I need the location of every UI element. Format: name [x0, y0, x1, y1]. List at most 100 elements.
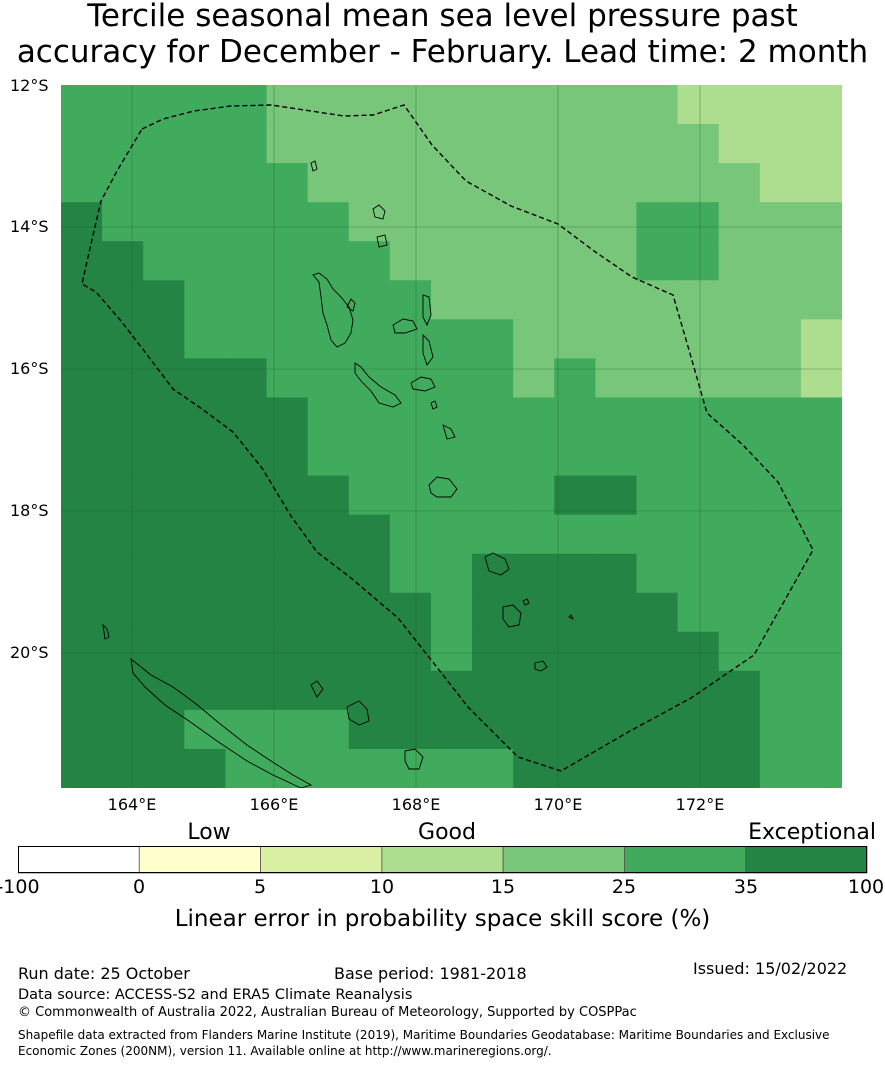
skill-cell: [759, 592, 802, 633]
skill-cell: [554, 358, 596, 399]
skill-cell: [184, 670, 227, 711]
skill-cell: [677, 592, 720, 633]
skill-cell: [636, 748, 679, 788]
skill-cell: [677, 553, 720, 594]
skill-cell: [472, 319, 514, 359]
skill-cell: [759, 280, 802, 320]
banks-islands-outline: [372, 204, 386, 220]
skill-cell: [102, 319, 144, 359]
skill-cell: [184, 514, 227, 555]
skill-map: [61, 85, 842, 788]
skill-cell: [143, 397, 185, 438]
skill-cell: [759, 124, 802, 164]
skill-cell: [307, 124, 350, 164]
skill-cell: [225, 241, 268, 281]
skill-cell: [759, 319, 802, 359]
skill-cell: [595, 241, 638, 281]
aneityum-outline: [534, 660, 548, 672]
skill-cell: [184, 280, 227, 320]
skill-cell: [718, 670, 761, 711]
skill-cell: [348, 163, 391, 203]
skill-cell: [184, 163, 227, 203]
skill-cell: [307, 592, 350, 633]
lat-label-18s: 18°S: [10, 501, 49, 520]
skill-cell: [102, 553, 144, 594]
skill-cell: [677, 748, 720, 788]
skill-cell: [430, 280, 473, 320]
skill-cell: [307, 397, 350, 438]
skill-cell: [102, 514, 144, 555]
skill-cell: [348, 670, 391, 711]
skill-cell: [225, 475, 268, 516]
skill-cell: [225, 397, 268, 438]
skill-cell: [718, 124, 761, 164]
skill-cell: [636, 163, 679, 203]
colorbar-tick: 25: [611, 876, 637, 898]
skill-cell: [800, 436, 842, 477]
skill-cell: [472, 514, 514, 555]
skill-cell: [143, 319, 185, 359]
skill-cell: [677, 475, 720, 516]
skill-cell: [800, 319, 842, 359]
skill-cell: [595, 319, 638, 359]
skill-cell: [677, 631, 720, 672]
skill-cell: [61, 85, 103, 125]
skill-cell: [472, 670, 514, 711]
skill-cell: [595, 358, 638, 399]
futuna-outline: [568, 614, 575, 621]
skill-cell: [266, 397, 309, 438]
skill-cell: [677, 670, 720, 711]
skill-cell: [184, 475, 227, 516]
skill-cell: [348, 358, 391, 399]
eez-boundary-dashed: [81, 104, 814, 772]
skill-cell: [472, 553, 514, 594]
lat-label-12s: 12°S: [10, 76, 49, 95]
skill-cell: [389, 670, 432, 711]
paama-outline: [430, 400, 438, 410]
pentecost-outline: [422, 333, 434, 366]
skill-cell: [307, 85, 350, 125]
skill-cell: [266, 241, 309, 281]
skill-cell: [61, 475, 103, 516]
island-coastlines: [102, 160, 575, 788]
skill-cell: [389, 709, 432, 750]
skill-cell: [472, 631, 514, 672]
skill-cell: [430, 163, 473, 203]
skill-cell: [266, 553, 309, 594]
skill-cell: [554, 280, 596, 320]
colorbar-tick: -100: [0, 876, 40, 898]
skill-cell: [184, 592, 227, 633]
skill-cell: [718, 241, 761, 281]
skill-cell: [472, 280, 514, 320]
skill-cell: [266, 514, 309, 555]
colorbar-tick: 100: [847, 876, 885, 898]
base-period: Base period: 1981-2018: [334, 964, 527, 983]
skill-cell: [636, 358, 679, 399]
skill-cell: [800, 241, 842, 281]
skill-cell: [102, 241, 144, 281]
skill-cell: [184, 631, 227, 672]
skill-cell: [102, 592, 144, 633]
run-date: Run date: 25 October: [18, 964, 190, 983]
skill-cell: [389, 163, 432, 203]
skill-cell: [307, 709, 350, 750]
copyright: © Commonwealth of Australia 2022, Austra…: [18, 1005, 637, 1020]
skill-cell: [61, 280, 103, 320]
skill-cell: [759, 670, 802, 711]
skill-cell: [800, 85, 842, 125]
skill-cell: [472, 202, 514, 242]
skill-cell: [759, 85, 802, 125]
skill-cell: [759, 397, 802, 438]
colorbar-label-good: Good: [418, 820, 476, 845]
lat-label-16s: 16°S: [10, 359, 49, 378]
skill-cell: [554, 319, 596, 359]
skill-cell: [143, 202, 185, 242]
skill-cell: [759, 163, 802, 203]
skill-cell: [348, 241, 391, 281]
skill-cell: [61, 514, 103, 555]
skill-cell: [389, 358, 432, 399]
skill-cell: [472, 436, 514, 477]
skill-cell: [61, 163, 103, 203]
skill-cell: [595, 124, 638, 164]
skill-cell: [718, 202, 761, 242]
